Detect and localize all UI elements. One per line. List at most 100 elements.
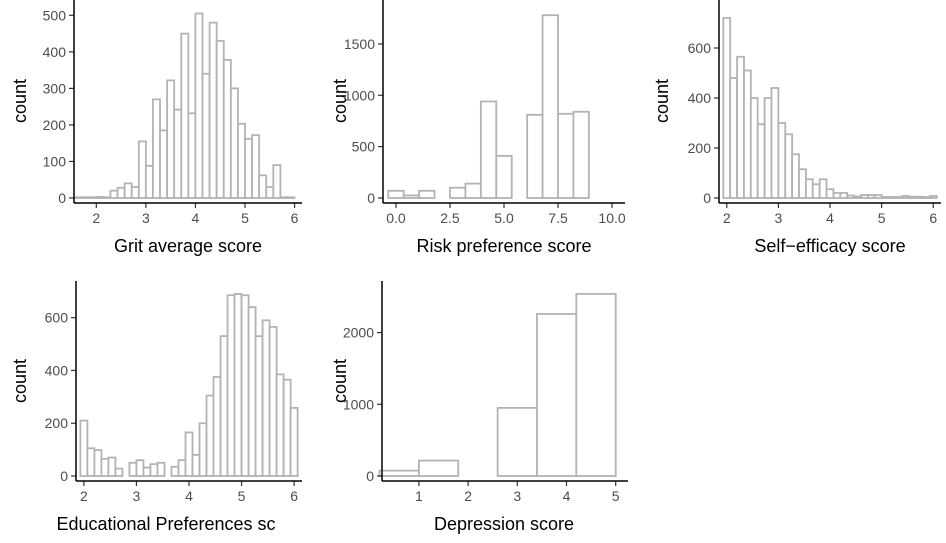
selfefficacy-histogram-bar <box>798 168 807 199</box>
educational-histogram-bar <box>93 449 103 477</box>
educational-x-tick-label: 5 <box>238 488 246 504</box>
panel-grit-histogram: 2 3 4 5 6 0 100 200 300 400 500 Grit average score… <box>10 0 302 256</box>
educational-histogram-bar <box>198 422 208 477</box>
risk-x-tick-label: 7.5 <box>548 210 568 226</box>
selfefficacy-y-tick-label: 200 <box>688 140 712 156</box>
risk-histogram-bar <box>479 100 498 199</box>
educational-x-tick-label: 6 <box>290 488 298 504</box>
grit-histogram-bar <box>95 195 105 199</box>
selfefficacy-y-tick-label: 600 <box>688 40 712 56</box>
depression-histogram-bar <box>417 459 460 477</box>
selfefficacy-x-tick-label: 2 <box>723 210 731 226</box>
educational-y-tick-label: 600 <box>45 310 69 326</box>
selfefficacy-y-tick-label: 0 <box>703 190 711 206</box>
selfefficacy-histogram-bar <box>908 195 917 199</box>
educational-histogram-bar <box>247 306 257 477</box>
selfefficacy-x-tick-label: 5 <box>878 210 886 226</box>
grit-y-tick-label: 500 <box>43 7 67 23</box>
educational-histogram-bar <box>261 319 271 477</box>
risk-histogram-bar <box>418 189 436 199</box>
depression-x-tick-label: 4 <box>563 488 571 504</box>
depression-x-tick-label: 3 <box>513 488 521 504</box>
selfefficacy-x-tick-label: 3 <box>774 210 782 226</box>
selfefficacy-histogram-bar <box>915 195 924 199</box>
educational-x-tick-label: 4 <box>185 488 193 504</box>
educational-bars <box>79 293 299 477</box>
grit-y-tick-label: 300 <box>43 80 67 96</box>
educational-y-axis-title: count <box>10 359 30 403</box>
risk-histogram-bar <box>572 110 590 199</box>
selfefficacy-histogram-bar <box>729 77 738 199</box>
grit-histogram-bar <box>159 129 169 199</box>
educational-histogram-bar <box>142 466 152 477</box>
educational-histogram-bar <box>282 378 292 477</box>
selfefficacy-ticks: 2 3 4 5 6 0 200 400 600 <box>688 40 938 226</box>
risk-x-tick-label: 10.0 <box>598 210 625 226</box>
selfefficacy-histogram-bar <box>756 123 766 199</box>
selfefficacy-y-axis-title: count <box>652 79 672 123</box>
educational-histogram-bar <box>226 294 236 477</box>
selfefficacy-histogram-bar <box>928 195 938 199</box>
selfefficacy-histogram-bar <box>866 194 876 199</box>
depression-x-tick-label: 2 <box>464 488 472 504</box>
selfefficacy-histogram-bar <box>894 196 904 199</box>
educational-histogram-bar <box>177 459 187 477</box>
risk-histogram-bar <box>557 112 575 199</box>
selfefficacy-histogram-bar <box>853 195 862 199</box>
educational-histogram-bar <box>86 447 96 477</box>
grit-histogram-bar <box>237 122 246 199</box>
grit-y-tick-label: 400 <box>43 44 67 60</box>
risk-y-tick-label: 500 <box>352 139 376 155</box>
grit-histogram-bar <box>74 196 84 199</box>
depression-y-tick-label: 1000 <box>343 396 374 412</box>
grit-x-tick-label: 4 <box>192 210 200 226</box>
selfefficacy-histogram-bar <box>743 69 752 199</box>
selfefficacy-histogram-bar <box>818 178 828 199</box>
depression-y-tick-label: 2000 <box>343 325 374 341</box>
educational-histogram-bar <box>289 407 299 477</box>
panel-self-efficacy-histogram: 2 3 4 5 6 0 200 400 600 Self−efficacy score coun… <box>652 0 941 256</box>
depression-x-axis-title: Depression score <box>434 514 574 534</box>
selfefficacy-histogram-bar <box>825 188 835 199</box>
selfefficacy-histogram-bar <box>791 153 800 199</box>
depression-histogram-bar <box>575 292 617 477</box>
depression-y-tick-label: 0 <box>366 468 374 484</box>
grit-histogram-bar <box>116 186 126 199</box>
grit-histogram-bar <box>265 186 275 199</box>
risk-ticks: 0.0 2.5 5.0 7.5 10.0 0 500 1000 1500 <box>344 36 626 226</box>
panel-risk-histogram: 0.0 2.5 5.0 7.5 10.0 0 500 1000 1500 Risk prefer… <box>330 0 626 256</box>
educational-histogram-bar <box>219 335 229 477</box>
grit-histogram-bar <box>173 108 183 199</box>
grit-histogram-bar <box>258 174 268 199</box>
grit-x-tick-label: 3 <box>142 210 150 226</box>
risk-histogram-bar <box>387 189 405 199</box>
risk-x-tick-label: 2.5 <box>440 210 460 226</box>
educational-histogram-bar <box>149 463 159 477</box>
grit-histogram-bar <box>109 189 119 199</box>
grit-histogram-bar <box>180 32 190 199</box>
grit-ticks: 2 3 4 5 6 0 100 200 300 400 500 <box>43 7 299 226</box>
grit-histogram-bar <box>123 182 133 199</box>
grit-histogram-bar <box>166 79 176 199</box>
selfefficacy-histogram-bar <box>873 194 883 199</box>
grit-histogram-bar <box>229 87 239 199</box>
educational-histogram-bar <box>268 325 278 477</box>
risk-histogram-bar <box>464 182 482 199</box>
grit-histogram-bar <box>152 98 161 199</box>
selfefficacy-histogram-bar <box>777 122 787 199</box>
educational-ticks: 2 3 4 5 6 0 200 400 600 <box>45 310 299 504</box>
risk-histogram-bar <box>449 186 467 199</box>
educational-histogram-bar <box>114 467 124 477</box>
selfefficacy-histogram-bar <box>763 97 773 199</box>
selfefficacy-histogram-bar <box>784 133 794 199</box>
grit-y-tick-label: 0 <box>58 190 66 206</box>
risk-y-tick-label: 1500 <box>344 36 375 52</box>
grit-x-axis-title: Grit average score <box>114 236 262 256</box>
depression-histogram-bar <box>536 313 578 477</box>
educational-histogram-bar <box>254 335 264 477</box>
selfefficacy-histogram-bar <box>832 192 842 199</box>
grit-y-axis-title: count <box>10 79 30 123</box>
grit-histogram-bar <box>201 72 211 199</box>
